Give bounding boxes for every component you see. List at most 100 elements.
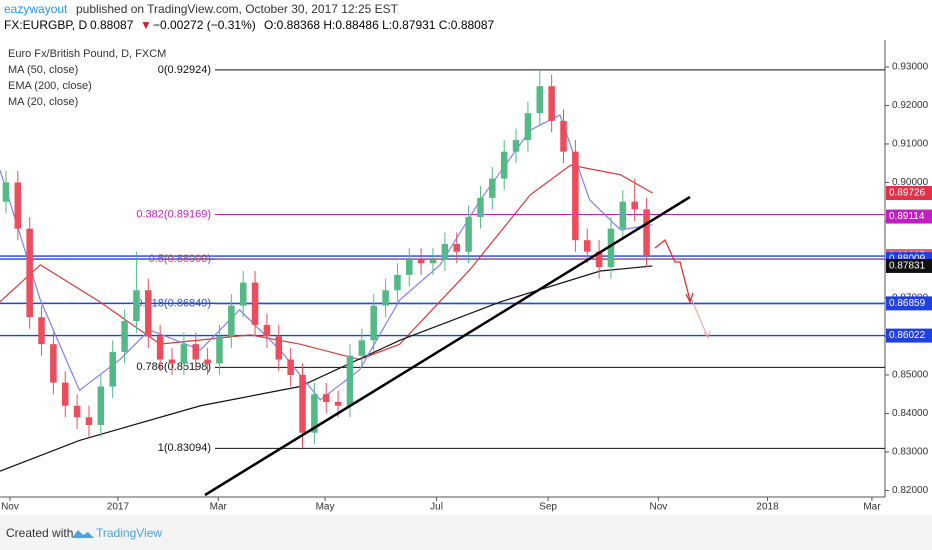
author[interactable]: eazywayout	[4, 2, 68, 16]
candle-body	[97, 386, 105, 426]
candle-body	[358, 340, 366, 356]
candle-body	[311, 394, 318, 433]
candle-body	[406, 259, 413, 275]
candle-body	[204, 359, 211, 364]
candle-body	[441, 244, 449, 260]
fib-label: 0(0.92924)	[158, 64, 211, 76]
fib-label: 0.382(0.89169)	[136, 208, 211, 220]
candle-body	[50, 344, 57, 383]
x-tick-label: Mar	[863, 502, 881, 513]
x-tick-label: Sep	[539, 502, 557, 513]
x-tick-label: May	[316, 502, 335, 513]
candle-body	[156, 336, 164, 360]
candle-body	[239, 282, 247, 306]
candle-body	[251, 282, 259, 325]
y-tick-label: 0.91000	[892, 139, 929, 150]
symbol: FX:EURGBP, D	[4, 18, 87, 32]
candle-body	[38, 317, 45, 345]
tv-logo	[72, 530, 94, 538]
ma-line	[0, 265, 653, 472]
arrow-head	[685, 292, 694, 304]
y-tick-label: 0.93000	[892, 62, 929, 73]
fib-label: 0.618(0.86849)	[136, 298, 211, 310]
candle-body	[2, 182, 10, 202]
candle-body	[394, 274, 401, 291]
candle-body	[560, 120, 567, 152]
candle-body	[216, 336, 223, 364]
trend-line	[204, 195, 691, 497]
candle-body	[607, 228, 615, 268]
price-badge	[886, 296, 932, 311]
candle-body	[133, 290, 140, 322]
footer-bar	[0, 515, 932, 550]
price-badge	[886, 258, 932, 273]
candle-body	[595, 251, 603, 268]
candle-body	[489, 178, 496, 198]
candle-body	[168, 359, 176, 364]
candle-body	[26, 228, 33, 318]
y-tick-label: 0.90000	[892, 177, 929, 188]
x-tick-label: Jul	[430, 502, 443, 513]
arrow-head-2	[703, 330, 711, 340]
x-tick-label: 2018	[756, 502, 779, 513]
price-badge	[886, 186, 932, 201]
y-tick-label: 0.83000	[892, 447, 929, 458]
candle-body	[583, 240, 591, 252]
projection-arrow-2	[691, 299, 709, 339]
candle-body	[465, 217, 472, 252]
y-tick-label: 0.82000	[892, 485, 929, 496]
candle-body	[631, 201, 638, 210]
candle-body	[477, 197, 484, 218]
candle-body	[73, 405, 81, 418]
legend-entry: EMA (200, close)	[8, 80, 92, 92]
candle-body	[287, 359, 294, 375]
legend-entry: MA (20, close)	[8, 96, 78, 108]
change: −0.00272 (−0.31%)	[153, 18, 256, 32]
candle-body	[417, 259, 425, 264]
candle-body	[180, 344, 188, 364]
candle-body	[228, 305, 235, 337]
candle-body	[145, 290, 152, 337]
candle-body	[263, 324, 271, 337]
last-price: 0.88087	[90, 18, 134, 32]
x-tick-label: Mar	[210, 502, 228, 513]
candle-body	[500, 151, 508, 179]
candle-body	[334, 401, 342, 406]
ma-line	[0, 164, 653, 361]
price-badge-label: 0.89114	[889, 211, 925, 222]
y-tick-label: 0.92000	[892, 100, 929, 111]
candle-body	[109, 351, 116, 387]
candle-body	[85, 417, 93, 426]
candle-body	[453, 244, 460, 252]
price-badge	[886, 328, 932, 343]
candle-body	[121, 321, 128, 352]
candle-body	[382, 290, 389, 306]
x-tick-label: 2017	[107, 502, 130, 513]
footer-created: Created with	[6, 526, 73, 540]
candle-body	[192, 344, 200, 360]
candle-body	[322, 394, 330, 402]
fib-label: 0.786(0.85198)	[136, 361, 211, 373]
projection-arrow	[654, 238, 691, 301]
price-badge-label: 0.89726	[889, 188, 926, 199]
candle-body	[512, 140, 520, 152]
fib-label: 1(0.83094)	[158, 442, 211, 454]
candle-body	[275, 336, 283, 360]
ohlc: O:0.88368 H:0.88486 L:0.87931 C:0.88087	[264, 18, 495, 32]
candle-body	[61, 382, 69, 406]
price-badge	[886, 209, 932, 224]
footer-brand[interactable]: TradingView	[96, 526, 162, 540]
candle-body	[524, 113, 532, 141]
candle-body	[370, 305, 377, 341]
candle-body	[14, 182, 22, 229]
plot: 0(0.92924) 0.382(0.89169) 0.5(0.88009) 0.61…	[0, 64, 889, 501]
candle-body	[299, 374, 306, 433]
candle-body	[548, 86, 555, 121]
candle-body	[429, 259, 437, 264]
x-tick-label: Nov	[1, 502, 19, 513]
legend-entry: MA (50, close)	[8, 64, 78, 76]
fib-label: 0.5(0.88009)	[149, 253, 211, 265]
candle-body	[346, 355, 354, 406]
